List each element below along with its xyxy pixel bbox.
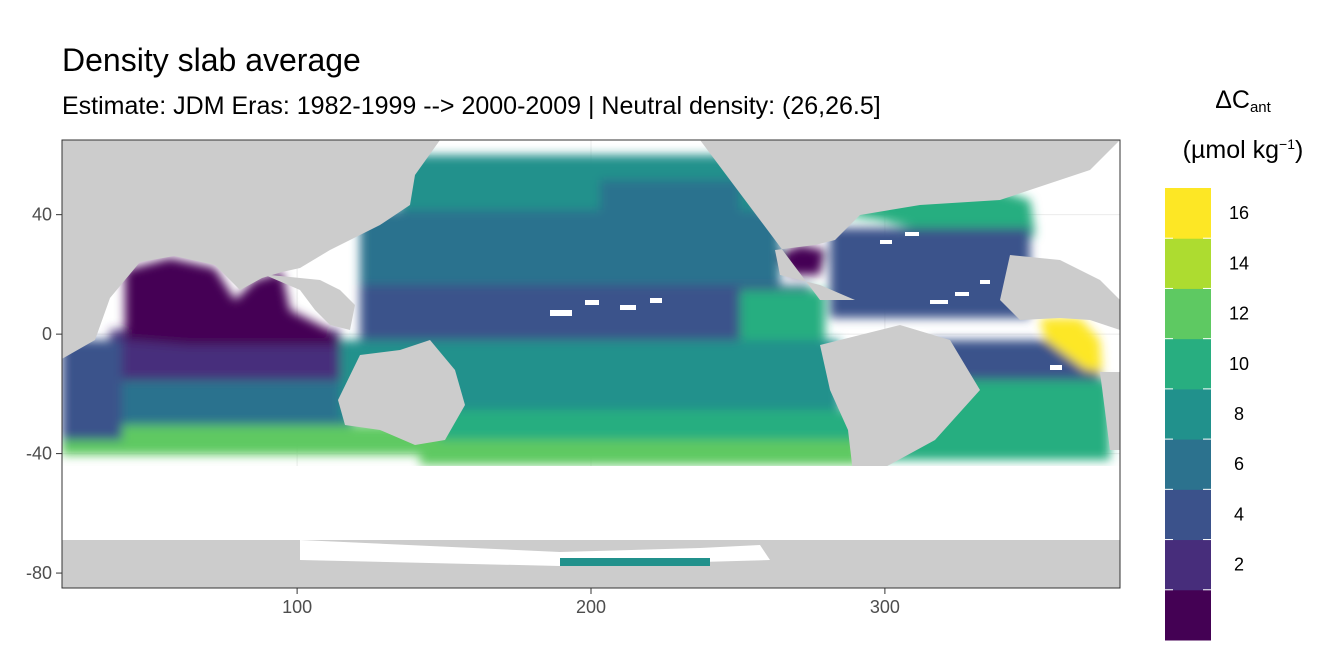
west-africa [1000,255,1120,330]
legend-title-symbol: ΔCant [1158,86,1328,116]
legend-bin-7 [1165,238,1211,289]
y-tick-label--80: -80 [26,563,52,583]
legend-units-close: ) [1295,136,1304,164]
legend-bin-5 [1165,338,1211,390]
y-tick-label-40: 40 [32,205,52,225]
legend-tick-label-12: 12 [1229,304,1249,324]
nodata-speckles [550,232,1062,370]
y-axis: 40 0 -40 -80 [26,205,62,583]
n-atlantic [830,228,1030,318]
legend-title-sub: ant [1249,99,1271,116]
s-pacific-south [440,410,860,445]
x-axis: 100 200 300 [282,588,900,617]
arabian-sea [125,258,340,345]
chart-subtitle: Estimate: JDM Eras: 1982-1999 --> 2000-2… [62,92,881,120]
legend-bin-2 [1165,489,1211,541]
legend-tick-label-4: 4 [1234,504,1244,524]
legend-bin-0 [1165,589,1211,641]
gulf-of-guinea [1040,318,1102,372]
indian-southern-band [62,425,442,455]
legend-colorbar [1165,188,1211,641]
legend-tick-label-2: 2 [1234,555,1244,575]
south-america [820,325,980,490]
y-tick-label-0: 0 [42,324,52,344]
australia [338,340,465,445]
southern-ocean-nodata [62,466,1120,540]
india-se-asia [220,270,355,330]
legend-tick-label-16: 16 [1229,203,1249,223]
pacific-east-coast [740,290,825,340]
chart-title: Density slab average [62,42,361,78]
legend-title-main: ΔC [1215,86,1250,114]
eurasia [160,140,440,290]
legend-tick-label-8: 8 [1234,404,1244,424]
legend-units-sup: −1 [1279,136,1295,152]
n-pacific-central [360,210,780,290]
legend-tick-label-14: 14 [1229,253,1249,273]
north-america [700,140,1120,300]
pacific-equatorial [360,285,810,345]
ocean-fill [62,155,1110,465]
x-tick-label-300: 300 [870,597,900,617]
legend-bin-6 [1165,288,1211,340]
legend-tick-labels: 2 4 6 8 10 12 14 16 [1165,203,1249,591]
legend-bin-3 [1165,439,1211,490]
legend-bin-4 [1165,388,1211,440]
x-tick-label-100: 100 [282,597,312,617]
s-pacific-southern-band [420,440,860,465]
indian-west [62,340,122,440]
ross-sea-strip [560,558,710,566]
y-tick-label--40: -40 [26,444,52,464]
legend-title-units: (µmol kg−1) [1158,136,1328,165]
africa-south [1100,372,1120,450]
legend-bin-1 [1165,539,1211,591]
legend-bin-8 [1165,188,1211,239]
n-pacific-east [600,180,740,220]
map-layer [62,140,1120,588]
legend-tick-label-10: 10 [1229,354,1249,374]
x-tick-label-200: 200 [576,597,606,617]
legend-tick-label-6: 6 [1234,454,1244,474]
legend-units-main: (µmol kg [1182,136,1280,164]
